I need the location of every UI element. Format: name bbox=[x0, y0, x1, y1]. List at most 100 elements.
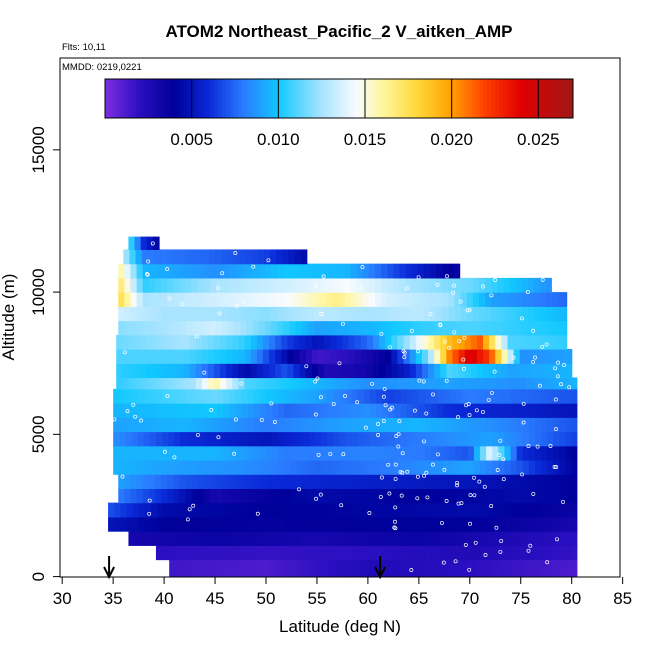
heat-cell bbox=[299, 377, 307, 390]
heat-cell bbox=[235, 431, 243, 447]
heat-cell bbox=[462, 502, 470, 518]
colorbar-cell bbox=[420, 79, 426, 118]
colorbar-cell bbox=[569, 79, 574, 118]
heat-cell bbox=[240, 277, 248, 293]
heat-cell bbox=[363, 431, 371, 447]
heat-cell bbox=[277, 292, 284, 307]
heat-cell bbox=[388, 417, 395, 433]
heat-cell bbox=[108, 502, 115, 518]
sample-point bbox=[562, 363, 567, 367]
colorbar-cell bbox=[261, 79, 266, 118]
heat-cell bbox=[321, 403, 328, 418]
heat-cell bbox=[415, 531, 423, 546]
heat-cell bbox=[504, 431, 512, 447]
heat-cell bbox=[430, 320, 437, 336]
heat-cell bbox=[275, 363, 282, 379]
heat-cell bbox=[388, 545, 395, 561]
heat-cell bbox=[198, 431, 206, 447]
heat-cell bbox=[525, 377, 533, 390]
heat-cell bbox=[256, 531, 264, 546]
colorbar-tick-label: 0.025 bbox=[517, 130, 560, 149]
heat-cell bbox=[241, 459, 249, 475]
heat-cell bbox=[216, 277, 223, 293]
heat-cell bbox=[328, 559, 335, 578]
sample-point bbox=[409, 328, 414, 333]
heat-cell bbox=[541, 545, 548, 561]
sample-point bbox=[521, 420, 526, 425]
heat-cell bbox=[369, 545, 377, 561]
heat-cell bbox=[446, 334, 454, 350]
sample-point bbox=[499, 538, 504, 543]
sample-point bbox=[442, 467, 447, 472]
heat-cell bbox=[559, 431, 567, 447]
heat-cell bbox=[271, 320, 278, 336]
heat-cell bbox=[338, 320, 346, 336]
heat-cell bbox=[562, 349, 570, 364]
heat-cell bbox=[516, 417, 524, 433]
colorbar-cell bbox=[327, 79, 332, 118]
sample-point bbox=[526, 444, 531, 448]
heat-cell bbox=[114, 502, 121, 518]
heat-cell bbox=[513, 363, 521, 379]
heat-cell bbox=[565, 388, 573, 404]
heat-cell bbox=[181, 516, 189, 532]
heat-cell bbox=[562, 363, 570, 379]
heat-cell bbox=[222, 306, 229, 322]
colorbar-cell bbox=[565, 79, 570, 118]
sample-point bbox=[272, 420, 277, 425]
heat-cell bbox=[547, 403, 554, 418]
colorbar-cell bbox=[374, 79, 379, 118]
heat-cell bbox=[434, 531, 441, 546]
heat-cell bbox=[253, 388, 261, 404]
heat-cell bbox=[183, 349, 191, 364]
heat-cell bbox=[564, 292, 568, 307]
heat-cell bbox=[424, 388, 432, 404]
heat-cell bbox=[481, 502, 488, 518]
colorbar-cell bbox=[151, 79, 157, 118]
heat-cell bbox=[186, 403, 194, 418]
sample-point bbox=[567, 305, 571, 310]
heat-cell bbox=[510, 431, 518, 447]
heat-cell bbox=[124, 474, 132, 490]
heat-cell bbox=[529, 559, 537, 578]
heat-cell bbox=[381, 277, 388, 293]
heat-cell bbox=[356, 306, 364, 322]
sample-point bbox=[555, 537, 559, 542]
heat-cell bbox=[424, 431, 432, 447]
heat-cell bbox=[348, 531, 356, 546]
heat-cell bbox=[568, 377, 576, 390]
heat-cell bbox=[376, 459, 383, 475]
heat-cell bbox=[373, 363, 380, 379]
colorbar-cell bbox=[292, 79, 297, 118]
heat-cell bbox=[565, 445, 573, 461]
heat-cell bbox=[291, 502, 299, 518]
colorbar-cell bbox=[335, 79, 340, 118]
heat-cell bbox=[411, 488, 419, 504]
heat-cell bbox=[449, 431, 457, 447]
sample-point bbox=[545, 560, 550, 565]
heat-cell bbox=[330, 349, 337, 364]
heat-cell bbox=[348, 363, 356, 379]
heat-cell bbox=[373, 349, 380, 364]
heat-cell bbox=[307, 306, 315, 322]
heat-cell bbox=[285, 559, 293, 578]
heat-cell bbox=[260, 502, 268, 518]
colorbar-cell bbox=[358, 79, 363, 118]
heat-cell bbox=[558, 488, 566, 504]
sample-point bbox=[555, 374, 560, 379]
heat-cell bbox=[393, 292, 401, 307]
sample-point bbox=[120, 474, 125, 479]
heat-cell bbox=[571, 417, 578, 433]
heat-cell bbox=[501, 531, 509, 546]
heat-cell bbox=[143, 388, 151, 404]
heat-cell bbox=[528, 431, 536, 447]
heat-cell bbox=[491, 277, 498, 293]
heat-cell bbox=[333, 403, 340, 418]
heat-cell bbox=[428, 349, 435, 364]
heat-cell bbox=[455, 417, 463, 433]
heat-cell bbox=[393, 263, 401, 279]
heat-cell bbox=[503, 474, 511, 490]
heat-cell bbox=[302, 403, 310, 418]
heat-cell bbox=[553, 431, 561, 447]
